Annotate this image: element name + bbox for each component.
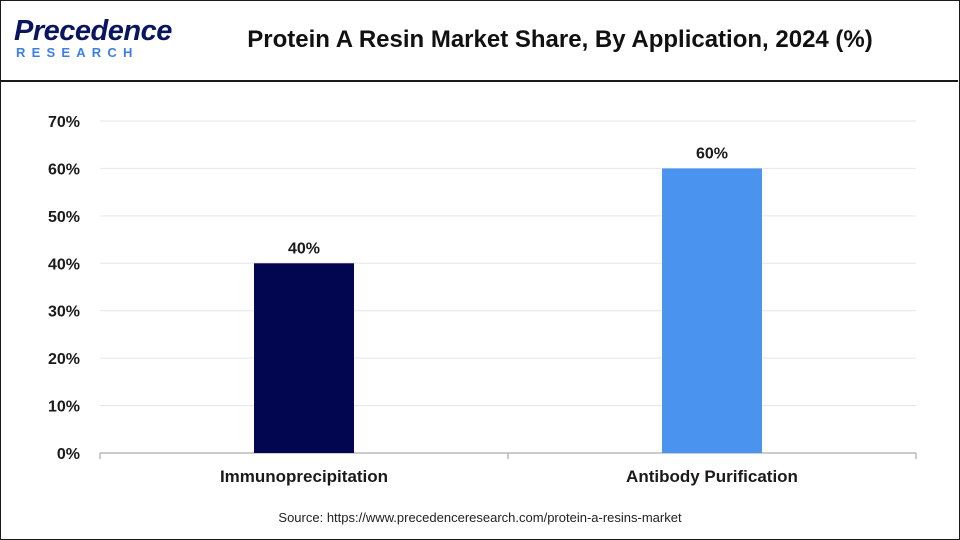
data-label: 60% — [696, 145, 728, 162]
logo-subtitle: RESEARCH — [16, 45, 139, 60]
y-tick-label: 60% — [48, 161, 80, 178]
header: Precedence RESEARCH Protein A Resin Mark… — [0, 0, 958, 82]
bars — [254, 168, 762, 453]
bar-immunoprecipitation — [254, 263, 354, 453]
source-note: Source: https://www.precedenceresearch.c… — [278, 510, 682, 525]
y-tick-label: 30% — [48, 304, 80, 321]
y-tick-label: 40% — [48, 256, 80, 273]
logo-wordmark: Precedence — [14, 15, 172, 47]
y-tick-label: 70% — [48, 114, 80, 131]
data-label: 40% — [288, 240, 320, 257]
y-tick-label: 20% — [48, 351, 80, 368]
chart-title: Protein A Resin Market Share, By Applica… — [247, 26, 873, 53]
x-axis-category-labels: Immunoprecipitation Antibody Purification — [220, 467, 798, 486]
x-category-label: Immunoprecipitation — [220, 467, 388, 486]
grid-lines — [100, 120, 916, 407]
y-axis-tick-labels: 0% 10% 20% 30% 40% 50% 60% 70% — [48, 114, 80, 463]
y-tick-label: 10% — [48, 399, 80, 416]
y-tick-label: 0% — [57, 446, 80, 463]
x-axis — [99, 452, 917, 459]
x-category-label: Antibody Purification — [626, 467, 798, 486]
data-labels: 40% 60% — [288, 145, 728, 257]
bar-antibody-purification — [662, 168, 762, 453]
precedence-research-logo: Precedence RESEARCH — [14, 16, 172, 64]
y-tick-label: 50% — [48, 209, 80, 226]
